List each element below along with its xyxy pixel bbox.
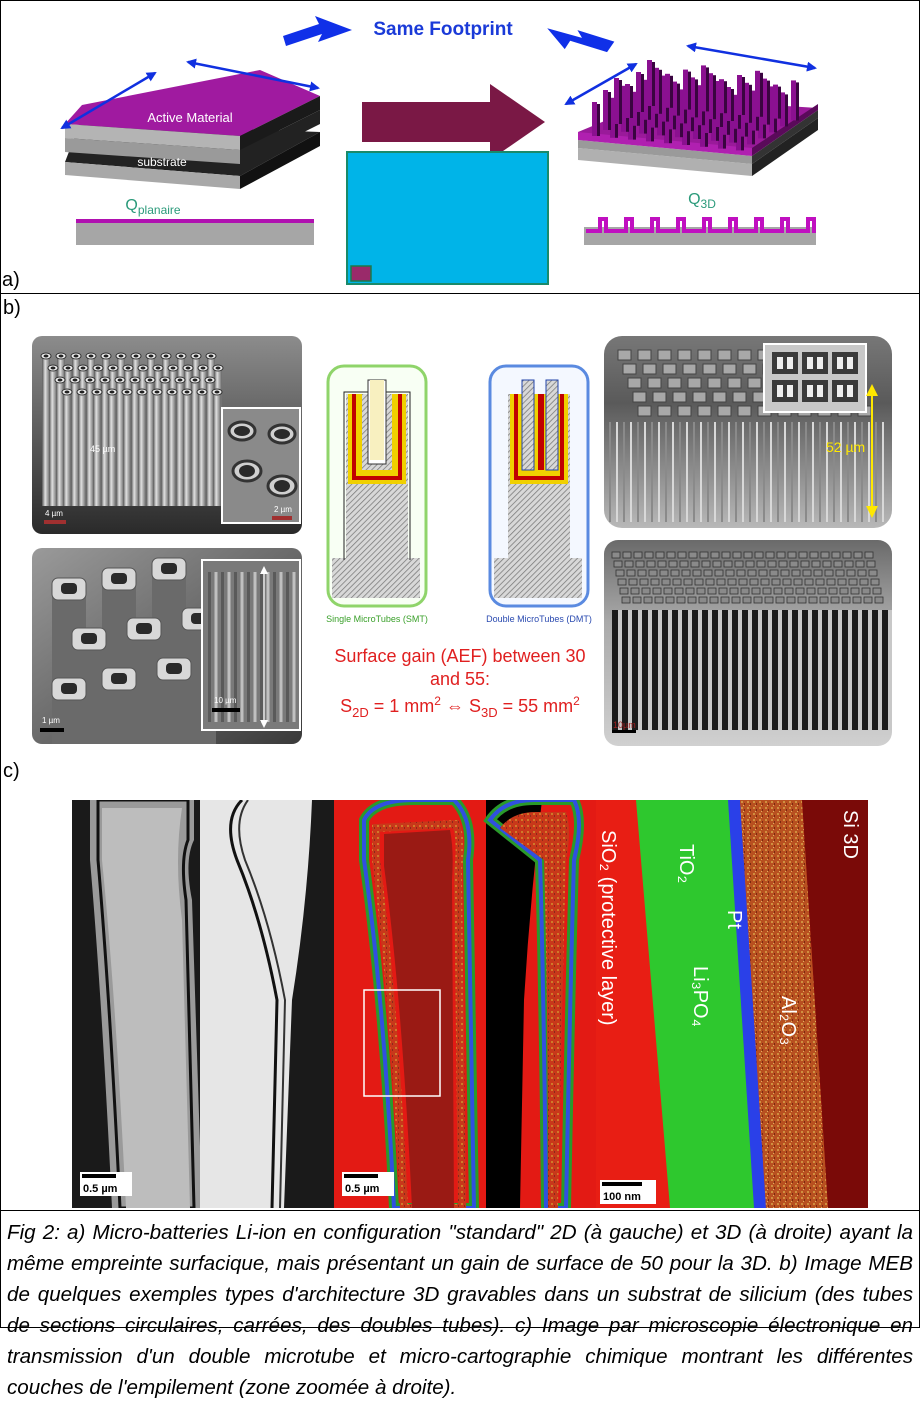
- tem-image: 0.5 µm: [72, 800, 334, 1208]
- sem-image-square-tubes: 1 µm 10 µm: [32, 548, 302, 744]
- smt-schematic: [332, 379, 420, 598]
- dimension-arrow-icon: [686, 42, 817, 72]
- planar-cross-section: [76, 219, 314, 223]
- zoom-scale-label: 100 nm: [603, 1191, 641, 1203]
- panel-b-label: b): [3, 297, 21, 319]
- sem1-height-label: 45 µm: [90, 444, 115, 454]
- layer-si-label: Si 3D: [839, 810, 861, 859]
- surface-gain-line1: Surface gain (AEF) between 30: [334, 646, 585, 666]
- sem-image-52um: 52 µm: [604, 336, 892, 528]
- sem-image-10um: 10µm: [604, 540, 892, 746]
- sem-image-round-tubes: 45 µm 4 µm 2 µm: [32, 336, 302, 534]
- divider-a-b: [0, 293, 920, 294]
- microtube-schematics: Single MicroTubes (SMT) Double MicroTube…: [326, 364, 592, 624]
- sem1-inset-scale-label: 2 µm: [274, 505, 292, 514]
- panel-a-label: a): [2, 269, 20, 291]
- panel-a-diagram: Same Footprint Active Material substrate…: [2, 16, 818, 291]
- figure-caption: Fig 2: a) Micro-batteries Li-ion en conf…: [7, 1221, 913, 1399]
- dimension-arrow-icon: [60, 71, 157, 130]
- sem3-height-label: 52 µm: [826, 439, 865, 455]
- q-3d-label: Q3D: [688, 191, 716, 211]
- layer-zoom-image: SiO₂ (protective layer) TiO₂ Li₃PO₄ Pt A…: [596, 800, 868, 1208]
- footprint-small-square: [350, 265, 372, 282]
- dimension-arrow-icon: [186, 58, 320, 92]
- sem1-scale-label: 4 µm: [45, 509, 63, 518]
- q-planar-label: Qplanaire: [125, 197, 180, 217]
- layer-li3po4-label: Li₃PO₄: [689, 966, 711, 1027]
- sem2-inset-scale-label: 10 µm: [214, 696, 237, 705]
- layer-al2o3-label: Al₂O₃: [777, 996, 799, 1045]
- active-material-label: Active Material: [147, 110, 232, 125]
- substrate-label: substrate: [137, 155, 187, 169]
- tem-scale-label: 0.5 µm: [83, 1183, 118, 1195]
- surface-equation: S2D = 1 mm2 ⇔ S3D = 55 mm2: [340, 694, 580, 720]
- divider-b-caption: [0, 1210, 920, 1211]
- dimension-arrow-icon: [564, 62, 638, 106]
- zoom-region-box: [363, 989, 441, 1097]
- chemical-map-image: 0.5 µm: [334, 800, 596, 1208]
- layer-pt-label: Pt: [723, 910, 745, 929]
- layer-sio2-label: SiO₂ (protective layer): [597, 830, 619, 1026]
- planar-battery-illustration: Active Material substrate: [65, 70, 320, 189]
- panel-c-label: c): [3, 760, 20, 782]
- smt-label: Single MicroTubes (SMT): [326, 614, 428, 624]
- blue-arrow-right-icon: [547, 28, 615, 53]
- dmt-label: Double MicroTubes (DMT): [486, 614, 592, 624]
- same-footprint-title: Same Footprint: [373, 19, 513, 40]
- sem2-scale-label: 1 µm: [42, 716, 60, 725]
- 3d-battery-illustration: [578, 60, 818, 176]
- footprint-square: [346, 151, 549, 285]
- sem4-scale-label: 10µm: [613, 720, 636, 730]
- blue-arrow-left-icon: [283, 16, 352, 46]
- map-scale-label: 0.5 µm: [345, 1183, 380, 1195]
- maroon-arrow-icon: [362, 84, 545, 160]
- dmt-schematic: [494, 379, 582, 598]
- surface-gain-text: Surface gain (AEF) between 30 and 55: S2…: [334, 646, 585, 720]
- layer-tio2-label: TiO₂: [675, 844, 697, 883]
- 3d-cross-section: [586, 217, 816, 233]
- surface-gain-line2: and 55:: [430, 669, 490, 689]
